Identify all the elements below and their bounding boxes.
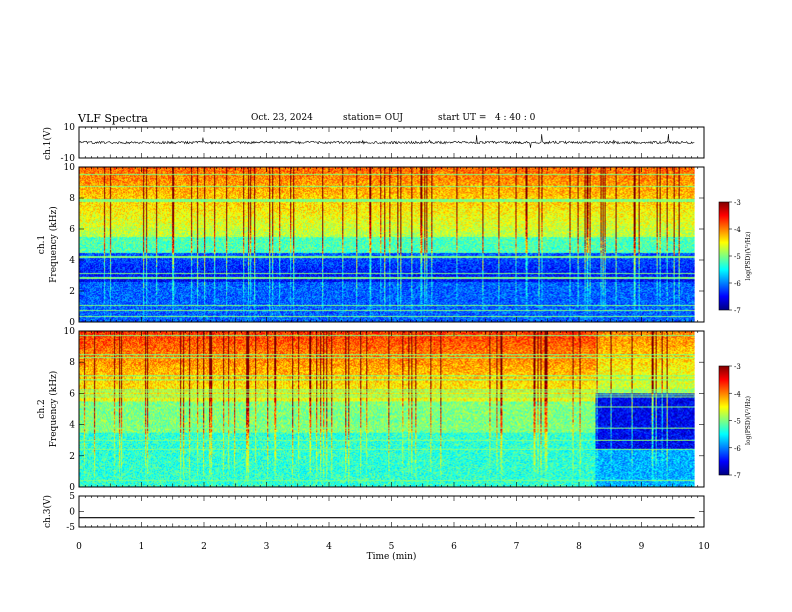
x-tick-label: 5 xyxy=(389,542,395,552)
x-tick-label: 1 xyxy=(139,542,145,552)
ch2-spectrogram-colorbar-label: log(PSD)(V²/Hz) xyxy=(745,396,752,445)
x-tick-label: 6 xyxy=(451,542,457,552)
ch1-spectrogram-ytick-label: 2 xyxy=(69,287,75,297)
ch2-spectrogram-colorbar-tick-label: -7 xyxy=(734,472,741,480)
ch1-waveform-ytick-label: -10 xyxy=(61,154,76,164)
ch1-waveform-ytick-label: 10 xyxy=(64,123,76,133)
ch2-spectrogram-colorbar-tick-label: -6 xyxy=(734,445,741,453)
ch3-waveform-ytick-label: 5 xyxy=(69,492,75,502)
ch1-spectrogram-ytick-label: 10 xyxy=(64,163,76,173)
ch1-spectrogram-colorbar-tick-label: -3 xyxy=(734,199,741,207)
x-axis-label: Time (min) xyxy=(367,551,417,562)
ch1-spectrogram-ytick-label: 0 xyxy=(69,318,75,328)
x-tick-label: 8 xyxy=(576,542,582,552)
x-tick-label: 9 xyxy=(639,542,645,552)
ch1-spectrogram-colorbar-label: log(PSD)(V²/Hz) xyxy=(745,232,752,281)
ch2-spectrogram-ytick-label: 6 xyxy=(69,389,75,399)
x-tick-label: 4 xyxy=(326,542,332,552)
ch2-spectrogram-colorbar xyxy=(718,365,730,476)
ch2-spectrogram-ytick-label: 10 xyxy=(64,327,76,337)
x-tick-label: 7 xyxy=(514,542,520,552)
header-date: Oct. 23, 2024 xyxy=(251,113,313,123)
ch2-spectrogram-colorbar-tick-label: -4 xyxy=(734,390,741,398)
x-tick-label: 3 xyxy=(264,542,270,552)
ch1-spectrogram-ylabel: Frequency (kHz) xyxy=(48,206,59,283)
ch1-spectrogram-channel-label: ch.1 xyxy=(37,235,47,254)
ch2-spectrogram-ytick-label: 8 xyxy=(69,358,75,368)
ch2-spectrogram-image xyxy=(79,331,695,487)
ch3-waveform-ytick-label: -5 xyxy=(66,523,75,533)
ch2-spectrogram-ytick-label: 0 xyxy=(69,483,75,493)
x-tick-label: 0 xyxy=(76,542,82,552)
ch2-spectrogram-colorbar-tick-label: -5 xyxy=(734,418,741,426)
x-tick-label: 2 xyxy=(201,542,207,552)
ch2-spectrogram-ylabel: Frequency (kHz) xyxy=(48,371,59,448)
ch2-spectrogram-ytick-label: 2 xyxy=(69,452,75,462)
ch1-spectrogram-image xyxy=(79,167,695,322)
ch1-waveform-line xyxy=(78,133,695,148)
x-tick-label: 10 xyxy=(698,542,710,552)
ch1-spectrogram-colorbar-tick-label: -7 xyxy=(734,307,741,315)
header-title: VLF Spectra xyxy=(78,112,148,125)
ch3-waveform-ylabel: ch.3(V) xyxy=(42,495,53,528)
ch1-spectrogram-colorbar-tick-label: -6 xyxy=(734,280,741,288)
ch1-spectrogram-ytick-label: 6 xyxy=(69,225,75,235)
ch2-spectrogram-colorbar-tick-label: -3 xyxy=(734,363,741,371)
ch1-spectrogram-colorbar-tick-label: -5 xyxy=(734,253,741,261)
header-start-ut: start UT = 4 : 40 : 0 xyxy=(438,113,536,123)
header-station: station= OUJ xyxy=(343,113,404,123)
ch3-waveform-ytick-label: 0 xyxy=(69,508,75,518)
ch1-waveform-ylabel: ch.1(V) xyxy=(42,127,53,160)
ch1-spectrogram-ytick-label: 8 xyxy=(69,194,75,204)
ch2-spectrogram-ytick-label: 4 xyxy=(69,421,75,431)
ch1-spectrogram-ytick-label: 4 xyxy=(69,256,75,266)
ch1-spectrogram-colorbar xyxy=(718,201,730,311)
ch2-spectrogram-channel-label: ch.2 xyxy=(37,399,47,418)
ch1-spectrogram-colorbar-tick-label: -4 xyxy=(734,226,741,234)
